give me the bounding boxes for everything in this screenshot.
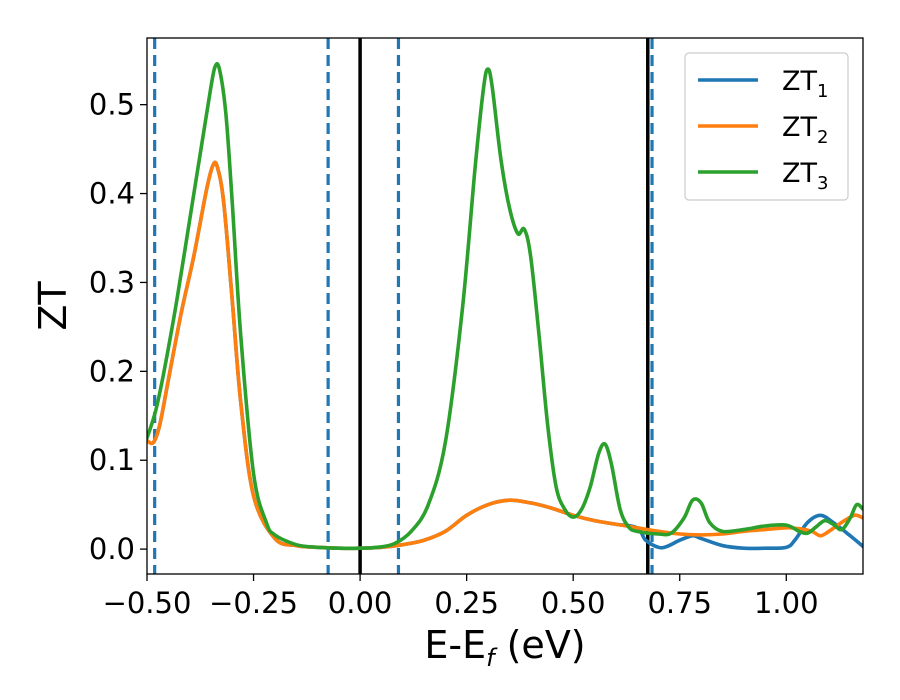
- x-tick-label: 0.25: [434, 586, 499, 620]
- x-axis-title: E-Ef (eV): [424, 623, 585, 672]
- x-axis-title-main: E-E: [424, 623, 486, 667]
- x-tick-label: 0.75: [647, 586, 712, 620]
- y-tick-label: 0.5: [89, 88, 135, 122]
- legend-label-zt2: ZT2: [782, 112, 828, 148]
- x-tick-label: 1.00: [754, 586, 819, 620]
- y-axis-title: ZT: [31, 281, 75, 331]
- x-axis-title-suffix: (eV): [495, 623, 586, 667]
- y-tick-label: 0.4: [89, 177, 135, 211]
- legend-label-subscript: 3: [817, 173, 828, 194]
- legend-label-subscript: 2: [817, 127, 828, 148]
- legend-label-main: ZT: [782, 112, 817, 143]
- y-tick-label: 0.0: [89, 532, 135, 566]
- legend-box: [684, 52, 849, 201]
- y-axis-ticks: 0.0 0.1 0.2 0.3 0.4 0.5: [89, 88, 147, 566]
- x-tick-label: −0.50: [103, 586, 192, 620]
- y-tick-label: 0.3: [89, 265, 135, 299]
- x-axis-ticks: −0.50 −0.25 0.00 0.25 0.50 0.75 1.00: [103, 574, 819, 620]
- legend-label-main: ZT: [782, 66, 817, 97]
- legend-label-main: ZT: [782, 158, 817, 189]
- x-tick-label: 0.00: [328, 586, 393, 620]
- x-tick-label: −0.25: [209, 586, 298, 620]
- legend-label-zt3: ZT3: [782, 158, 828, 194]
- y-tick-label: 0.1: [89, 443, 135, 477]
- series-lines: [147, 61, 863, 551]
- series-line-zt3: [147, 61, 863, 551]
- x-tick-label: 0.50: [541, 586, 606, 620]
- y-tick-label: 0.2: [89, 354, 135, 388]
- vertical-reference-lines: [153, 38, 654, 574]
- legend-label-subscript: 1: [817, 81, 828, 102]
- legend-label-zt1: ZT1: [782, 66, 828, 102]
- plot-frame: [146, 37, 864, 575]
- series-line-zt2: [147, 160, 863, 551]
- series-line-zt1: [147, 160, 863, 551]
